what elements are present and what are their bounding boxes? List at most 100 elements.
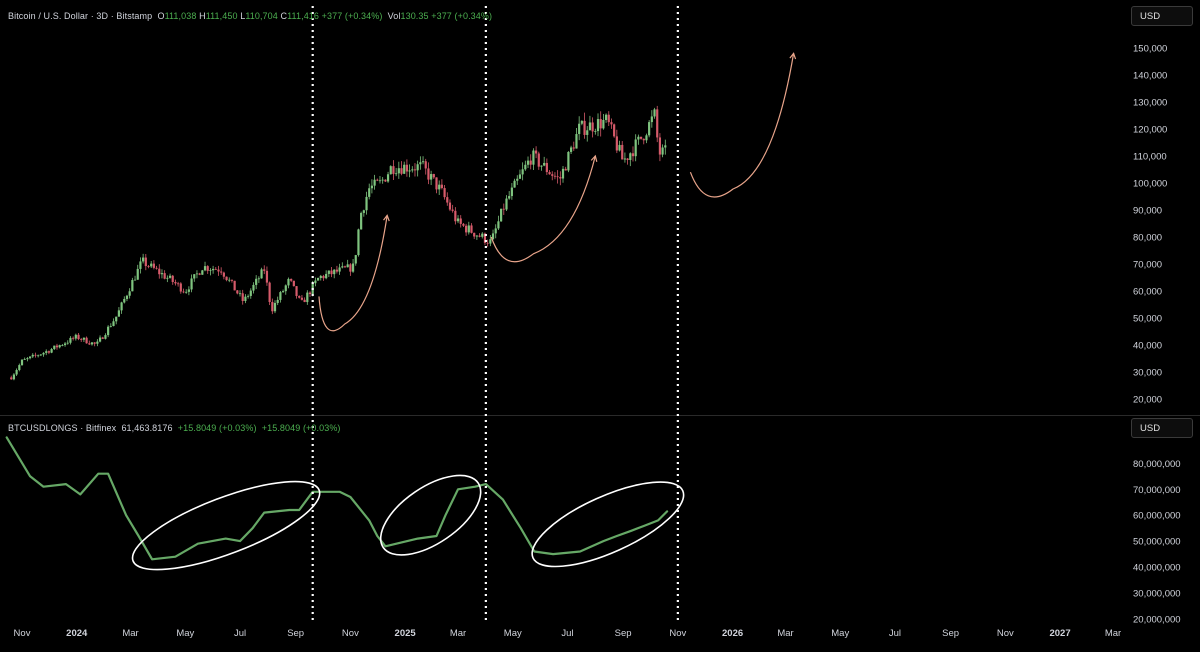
longs-legend: BTCUSDLONGS · Bitfinex 61,463.8176 +15.8… [8,423,341,433]
candle [198,272,201,276]
candle [610,118,613,129]
currency-selector-top[interactable]: USD [1131,6,1193,26]
candle [526,156,530,168]
candle [284,284,287,295]
candle [90,342,94,346]
candle [491,229,495,240]
candle [290,278,293,283]
price-tick-label: 110,000 [1133,152,1167,163]
candle [486,239,489,247]
candle [123,296,126,304]
annotations [131,6,797,622]
candle [330,266,333,278]
price-tick-label: 120,000 [1133,125,1167,136]
candle [77,333,80,341]
candle [386,171,390,183]
candle [241,289,244,305]
candle [20,359,24,366]
candle [475,235,478,240]
close-label: C [280,11,288,21]
candle [268,281,271,306]
candle [645,133,648,144]
btc-candles [10,105,667,381]
longs-tick-label: 20,000,000 [1133,615,1181,626]
close-value: 111,416 [287,11,320,21]
candle [545,158,548,176]
candle [31,353,34,359]
candle [642,138,645,145]
candle [82,337,86,343]
candle [583,112,586,139]
candle [115,316,118,325]
candle [12,373,16,381]
candle [534,146,538,159]
candle [430,170,433,186]
price-legend: Bitcoin / U.S. Dollar · 3D · Bitstamp O1… [8,11,492,21]
candle [155,265,158,270]
candle [15,368,18,376]
price-tick-label: 20,000 [1133,395,1162,406]
currency-selector-bottom[interactable]: USD [1131,418,1193,438]
candle [252,282,255,294]
candle [451,204,454,213]
candle [400,161,403,176]
candle [276,296,279,306]
candle [147,264,150,269]
longs-symbol: BTCUSDLONGS · Bitfinex [8,423,117,433]
candle [158,264,161,279]
time-axis: Nov 2024 Mar May Jul Sep Nov 2025 Mar May Jul Sep No… [14,628,1122,639]
candle [438,180,441,196]
longs-tick-label: 50,000,000 [1133,537,1181,548]
candle [246,294,250,299]
candle [279,291,282,303]
candle [333,269,336,279]
candle [150,260,153,269]
candle [349,263,352,276]
candle [244,294,247,304]
candle [537,151,540,170]
candle [28,356,32,360]
time-tick-label: Jul [234,628,246,639]
candle [298,295,301,299]
candle [413,163,417,177]
highlight-ellipse [379,474,482,556]
candle [104,333,107,340]
time-tick-label: Nov [997,628,1014,639]
candle [467,221,470,235]
candle [594,128,597,135]
candle [222,271,225,280]
candle [532,148,535,171]
candle [529,154,532,170]
candle [664,139,667,155]
candle [39,354,42,357]
candle [314,277,317,287]
candle [427,162,430,185]
candle [325,270,328,280]
candle [217,265,220,276]
time-tick-label: Mar [122,628,138,639]
candle [228,277,231,283]
candle [543,156,546,167]
highlight-ellipse [131,480,321,571]
candle [435,177,438,194]
candle [131,277,134,292]
open-label: O [157,11,165,21]
candle [322,274,325,281]
time-tick-label: May [504,628,522,639]
candle [357,228,360,257]
time-tick-label: Jul [889,628,901,639]
price-tick-label: 90,000 [1133,206,1162,217]
volume-change: +377 (+0.34%) [431,11,493,21]
candle [351,258,355,273]
candle [209,268,212,276]
candle [255,275,258,290]
longs-tick-label: 80,000,000 [1133,459,1181,470]
projection-arrow [490,154,598,263]
high-value: 111,450 [205,11,238,21]
candle [346,259,349,268]
candle [80,337,83,342]
candle [163,270,166,280]
candle [125,294,129,302]
candle [53,345,56,350]
